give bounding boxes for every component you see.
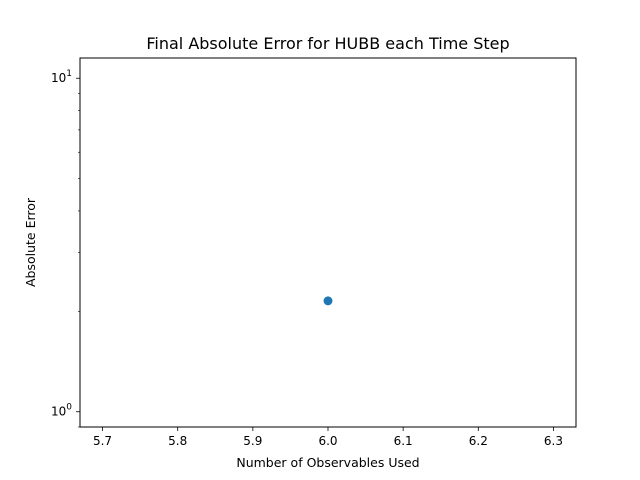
x-tick-label: 6.3 [544, 434, 563, 448]
data-marks [323, 296, 333, 306]
y-axis-label: Absolute Error [23, 197, 38, 287]
x-tick-label: 5.8 [168, 434, 187, 448]
plot-area: 5.7 5.8 5.9 6.0 6.1 6.2 6.3 100 101 [51, 57, 577, 448]
y-tick-label: 100 [51, 403, 72, 419]
x-tick-label: 6.1 [394, 434, 413, 448]
x-tick-label: 6.2 [469, 434, 488, 448]
chart-title: Final Absolute Error for HUBB each Time … [146, 34, 509, 53]
x-axis-label: Number of Observables Used [236, 455, 419, 470]
axes-frame [79, 57, 577, 428]
y-tick-label: 101 [51, 69, 72, 85]
x-tick-label: 5.7 [93, 434, 112, 448]
tick-group: 5.7 5.8 5.9 6.0 6.1 6.2 6.3 100 101 [51, 69, 563, 448]
x-tick-label: 6.0 [318, 434, 337, 448]
x-tick-label: 5.9 [243, 434, 262, 448]
data-point [323, 296, 333, 306]
